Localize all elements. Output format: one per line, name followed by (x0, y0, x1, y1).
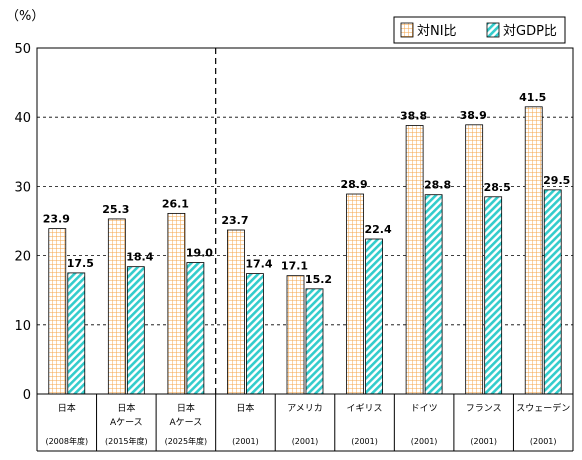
category-period-label: (2001) (292, 437, 319, 446)
data-label-gdp: 29.5 (543, 174, 570, 187)
bar-gdp (67, 272, 86, 395)
legend-swatch-ni (400, 22, 414, 38)
category-sub-label: Aケース (170, 417, 203, 428)
category-period-label: (2015年度) (105, 436, 148, 446)
data-label-gdp: 17.4 (245, 258, 272, 271)
category-period-label: (2025年度) (165, 436, 208, 446)
data-label-ni: 38.9 (460, 109, 487, 122)
legend-swatch-gdp (486, 22, 500, 38)
legend-label-gdp: 対GDP比 (503, 24, 557, 39)
bar-ni (286, 275, 305, 395)
x-category-labels: 日本 (2008年度) 日本 Aケース (2015年度) 日本 Aケース (2025年度) 日本… (36, 394, 574, 452)
gridlines (37, 116, 573, 326)
category-name-label: 日本 (117, 402, 135, 414)
bar-ni (465, 124, 484, 395)
data-label-gdp: 22.4 (364, 223, 391, 236)
data-label-gdp: 18.4 (126, 251, 153, 264)
data-label-gdp: 15.2 (305, 273, 332, 286)
bar-ni (405, 125, 424, 395)
bar-ni (48, 228, 67, 395)
bar-ni (107, 218, 126, 395)
category-name-label: スウェーデン (516, 402, 570, 414)
plot-frame (36, 47, 574, 395)
category-period-label: (2008年度) (45, 436, 88, 446)
data-label-ni: 23.9 (43, 213, 70, 226)
category-sub-label: Aケース (110, 417, 143, 428)
y-tick-label: 50 (14, 42, 31, 57)
bars (48, 106, 562, 395)
category-name-label: 日本 (58, 402, 76, 414)
category-period-label: (2001) (232, 437, 259, 446)
category-name-label: アメリカ (287, 403, 323, 414)
data-label-ni: 41.5 (519, 91, 546, 104)
data-label-ni: 26.1 (162, 197, 189, 210)
bar-gdp (305, 288, 324, 395)
category-period-label: (2001) (411, 437, 438, 446)
y-tick-label: 30 (14, 180, 31, 195)
data-label-ni: 38.8 (400, 110, 427, 123)
data-label-ni: 17.1 (281, 260, 308, 273)
category-period-label: (2001) (351, 437, 378, 446)
category-period-label: (2001) (530, 437, 557, 446)
category-name-label: 日本 (177, 402, 195, 414)
y-tick-label: 40 (14, 111, 31, 126)
category-name-label: ドイツ (411, 404, 438, 414)
category-name-label: フランス (466, 403, 502, 414)
bar-gdp (365, 238, 383, 395)
y-tick-label: 10 (14, 319, 31, 334)
bar-gdp (424, 194, 443, 395)
category-period-label: (2001) (470, 437, 497, 446)
data-label-ni: 23.7 (221, 214, 248, 227)
data-labels: 23.9 17.5 25.3 18.4 26.1 19.0 23.7 17.4 17.115.2… (43, 91, 571, 286)
data-label-ni: 28.9 (340, 178, 367, 191)
data-label-gdp: 17.5 (67, 257, 94, 270)
y-tick-label: 20 (14, 250, 31, 265)
bar-gdp (484, 196, 503, 395)
bar-ni (524, 106, 543, 395)
category-name-label: 日本 (236, 402, 254, 414)
bar-gdp (246, 273, 264, 395)
bar-gdp (186, 262, 205, 395)
data-label-gdp: 19.0 (186, 247, 213, 260)
legend-frame (393, 16, 566, 44)
bar-ni (167, 212, 186, 395)
legend-label-ni: 対NI比 (417, 24, 457, 39)
bar-gdp (543, 189, 562, 395)
data-label-gdp: 28.5 (484, 181, 511, 194)
y-tick-label: 0 (23, 388, 31, 403)
y-axis-unit-label: （%） (6, 9, 44, 24)
bar-gdp (126, 266, 145, 395)
category-name-label: イギリス (347, 403, 383, 414)
data-label-gdp: 28.8 (424, 179, 451, 192)
y-tick-labels: 0 10 20 30 40 50 (14, 42, 31, 403)
bar-ni (227, 229, 245, 395)
bar-ni (346, 193, 364, 395)
data-label-ni: 25.3 (102, 203, 129, 216)
legend: 対NI比 対GDP比 (393, 16, 566, 44)
